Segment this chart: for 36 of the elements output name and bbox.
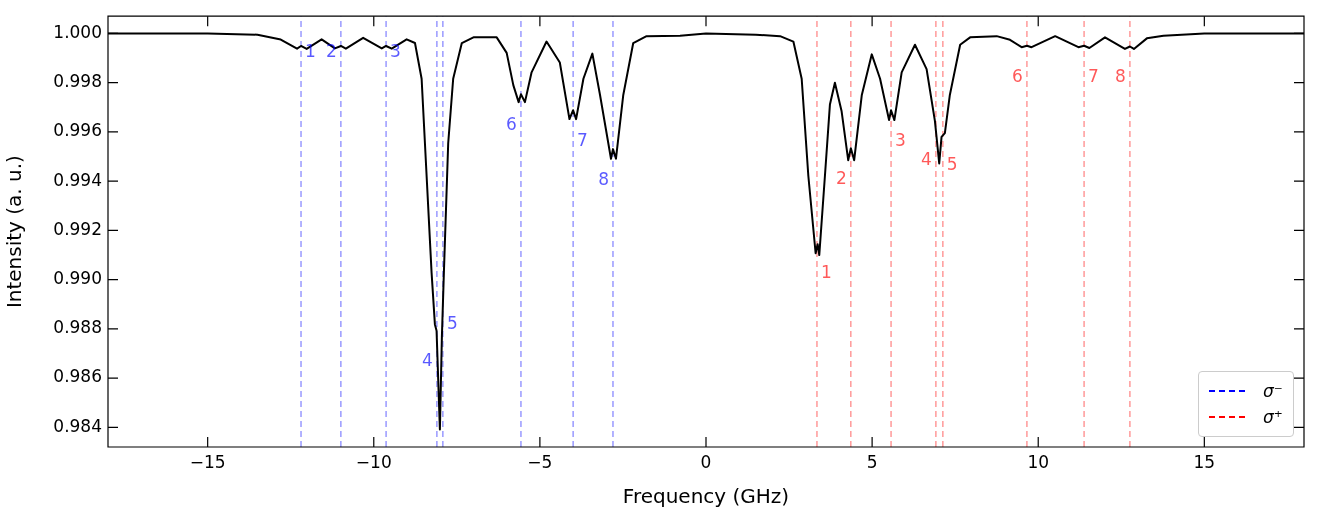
annotation: 8 bbox=[598, 169, 609, 190]
annotation: 1 bbox=[305, 41, 316, 62]
x-tick-label: 0 bbox=[700, 451, 712, 472]
annotation: 2 bbox=[836, 168, 847, 189]
y-tick-label: 0.984 bbox=[53, 415, 102, 436]
x-tick-label: 15 bbox=[1193, 451, 1216, 472]
annotation: 7 bbox=[577, 130, 588, 151]
legend-label: σ⁺ bbox=[1263, 407, 1283, 427]
x-tick-label: 10 bbox=[1027, 451, 1050, 472]
y-tick-label: 0.994 bbox=[53, 169, 102, 190]
annotation: 1 bbox=[820, 262, 832, 283]
y-tick-label: 1.000 bbox=[53, 21, 102, 42]
annotation: 7 bbox=[1088, 66, 1099, 87]
annotation: 6 bbox=[506, 113, 517, 134]
y-tick-label: 0.988 bbox=[53, 317, 102, 338]
x-axis-title: Frequency (GHz) bbox=[622, 484, 790, 509]
legend-label: σ⁻ bbox=[1263, 381, 1283, 401]
annotation: 5 bbox=[446, 312, 458, 333]
annotation: 8 bbox=[1115, 66, 1126, 87]
annotation: 4 bbox=[921, 148, 932, 169]
x-tick-label: −5 bbox=[527, 451, 553, 472]
y-tick-label: 0.996 bbox=[53, 120, 102, 141]
y-tick-label: 0.998 bbox=[53, 71, 102, 92]
y-axis-title: Intensity (a. u.) bbox=[2, 155, 27, 309]
y-tick-label: 0.990 bbox=[53, 268, 102, 289]
annotation: 3 bbox=[895, 130, 906, 151]
annotation: 4 bbox=[422, 349, 433, 370]
x-tick-label: −15 bbox=[189, 451, 226, 472]
annotation: 5 bbox=[946, 153, 958, 174]
x-tick-label: 5 bbox=[866, 451, 878, 472]
y-tick-label: 0.986 bbox=[53, 366, 102, 387]
annotation: 6 bbox=[1012, 66, 1023, 87]
y-tick-label: 0.992 bbox=[53, 218, 102, 239]
x-tick-label: −10 bbox=[355, 451, 392, 472]
annotation: 2 bbox=[326, 41, 337, 62]
annotation: 3 bbox=[390, 41, 401, 62]
